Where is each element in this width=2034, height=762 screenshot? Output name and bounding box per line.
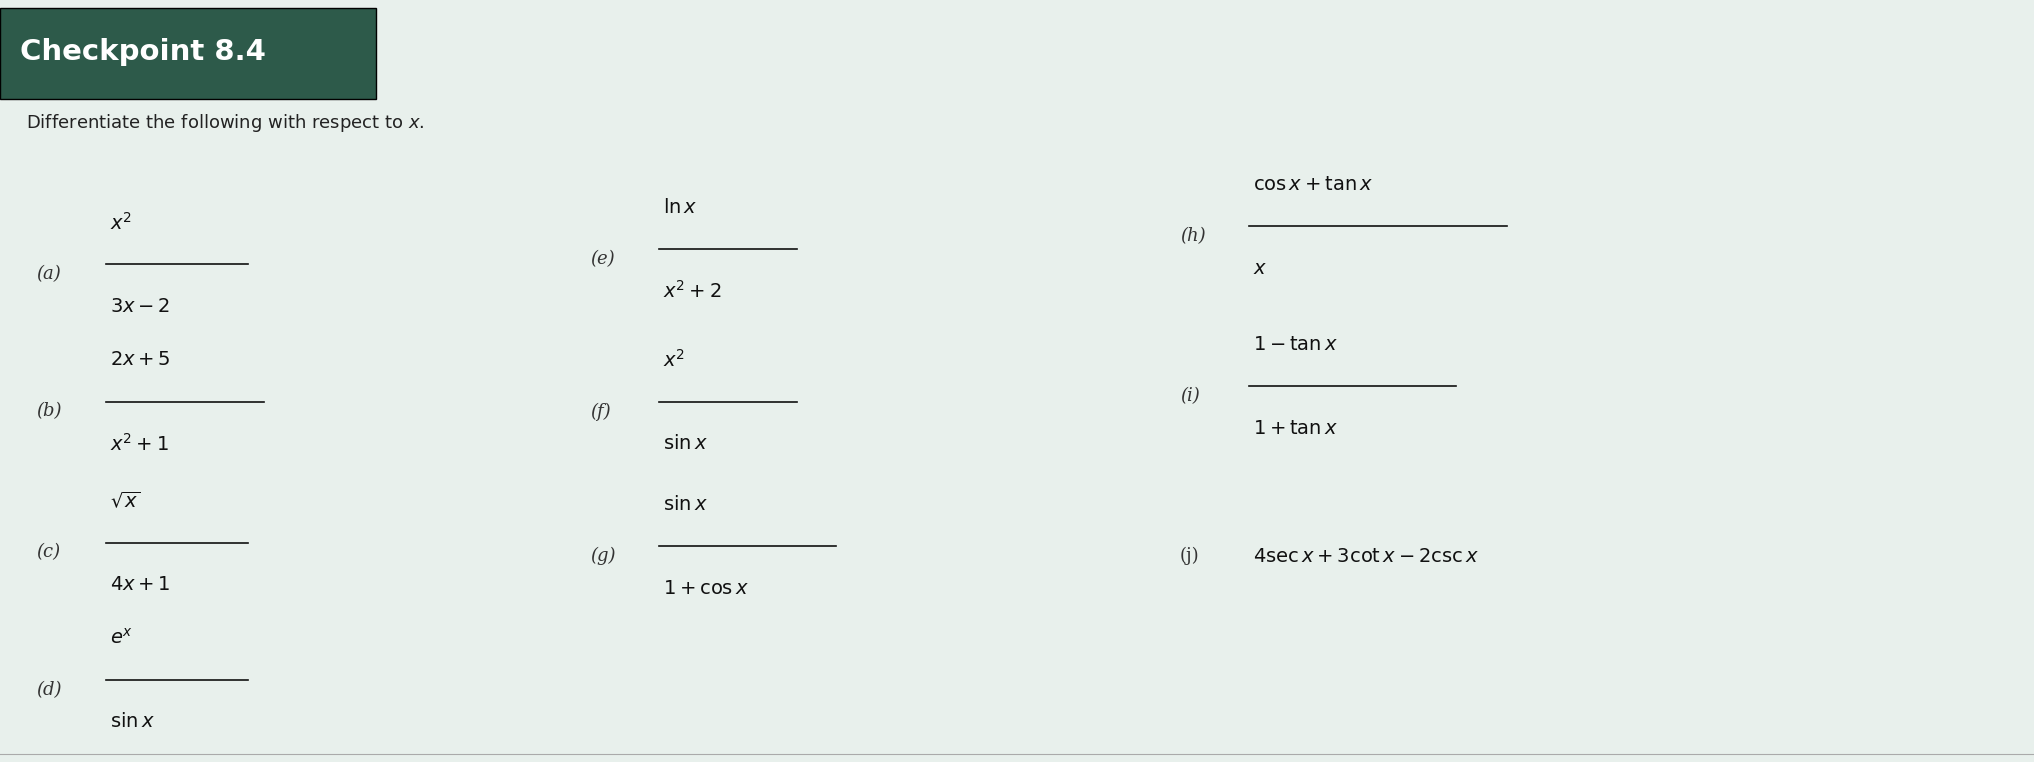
Text: $\cos x + \tan x$: $\cos x + \tan x$ xyxy=(1253,175,1373,194)
Text: $x$: $x$ xyxy=(1253,259,1267,277)
Text: $4\sec x + 3\cot x - 2\csc x$: $4\sec x + 3\cot x - 2\csc x$ xyxy=(1253,547,1479,565)
Text: (b): (b) xyxy=(37,402,63,421)
Text: Differentiate the following with respect to $x$.: Differentiate the following with respect… xyxy=(26,113,425,134)
Text: (j): (j) xyxy=(1180,547,1200,565)
FancyBboxPatch shape xyxy=(0,8,376,99)
Text: $3x-2$: $3x-2$ xyxy=(110,297,171,315)
Text: $\sin x$: $\sin x$ xyxy=(110,712,155,731)
Text: $\sin x$: $\sin x$ xyxy=(663,434,708,453)
Text: (g): (g) xyxy=(590,547,616,565)
Text: $x^2$: $x^2$ xyxy=(663,349,685,370)
Text: $1-\tan x$: $1-\tan x$ xyxy=(1253,335,1338,354)
Text: (e): (e) xyxy=(590,250,614,268)
Text: $1+\tan x$: $1+\tan x$ xyxy=(1253,419,1338,437)
Text: $x^2$: $x^2$ xyxy=(110,212,132,233)
Text: Checkpoint 8.4: Checkpoint 8.4 xyxy=(20,38,266,66)
Text: $\sqrt{x}$: $\sqrt{x}$ xyxy=(110,490,140,511)
Text: (f): (f) xyxy=(590,402,610,421)
Text: $x^2+2$: $x^2+2$ xyxy=(663,280,722,302)
Text: (c): (c) xyxy=(37,543,61,562)
Text: (a): (a) xyxy=(37,265,61,283)
Text: $x^2+1$: $x^2+1$ xyxy=(110,433,169,454)
Text: $\sin x$: $\sin x$ xyxy=(663,495,708,514)
Text: $e^x$: $e^x$ xyxy=(110,628,132,648)
Text: $4x+1$: $4x+1$ xyxy=(110,575,171,594)
Text: $\ln x$: $\ln x$ xyxy=(663,198,698,216)
Text: (h): (h) xyxy=(1180,227,1206,245)
Text: (i): (i) xyxy=(1180,387,1200,405)
Text: $1+\cos x$: $1+\cos x$ xyxy=(663,579,749,597)
Text: $2x+5$: $2x+5$ xyxy=(110,351,171,369)
Text: (d): (d) xyxy=(37,680,63,699)
